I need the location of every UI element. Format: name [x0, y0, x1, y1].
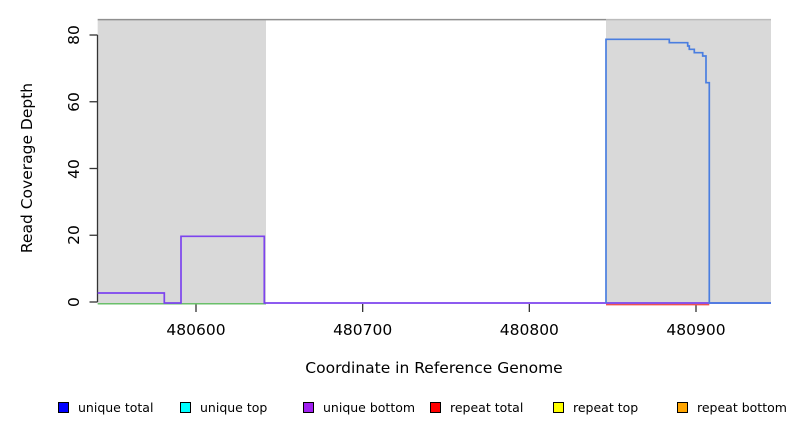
legend-label: unique total: [78, 399, 154, 415]
y-tick-label: 40: [65, 158, 83, 179]
x-tick-label: 480900: [666, 321, 726, 339]
x-axis-title: Coordinate in Reference Genome: [305, 359, 563, 377]
x-tick-label: 480800: [499, 321, 559, 339]
legend-item-repeat-bottom: repeat bottom: [677, 399, 787, 415]
legend-swatch-icon: [430, 401, 441, 413]
legend-item-repeat-total: repeat total: [430, 399, 524, 415]
legend-swatch-icon: [677, 401, 688, 413]
legend-label: unique bottom: [323, 399, 416, 415]
legend-label: repeat top: [573, 399, 639, 415]
legend-item-unique-total: unique total: [58, 399, 154, 415]
legend-item-unique-bottom: unique bottom: [303, 399, 416, 415]
x-tick-label: 480600: [166, 321, 226, 339]
legend-label: repeat bottom: [697, 399, 787, 415]
y-tick-label: 20: [65, 225, 83, 246]
y-axis-title: Read Coverage Depth: [18, 82, 36, 254]
legend-swatch-icon: [303, 401, 314, 413]
legend-label: repeat total: [450, 399, 524, 415]
legend-label: unique top: [200, 399, 268, 415]
legend-swatch-icon: [553, 401, 564, 413]
legend-swatch-icon: [180, 401, 191, 413]
shaded-region-right: [606, 20, 771, 304]
y-tick-label: 60: [65, 91, 83, 112]
legend-item-unique-top: unique top: [180, 399, 268, 415]
unique-total-line: [605, 38, 771, 304]
x-tick-label: 480700: [333, 321, 393, 339]
legend-swatch-icon: [58, 401, 69, 413]
legend-item-repeat-top: repeat top: [553, 399, 639, 415]
y-tick-label: 0: [65, 297, 83, 307]
unique-bottom-line: [97, 235, 771, 304]
y-tick-label: 80: [65, 25, 83, 45]
